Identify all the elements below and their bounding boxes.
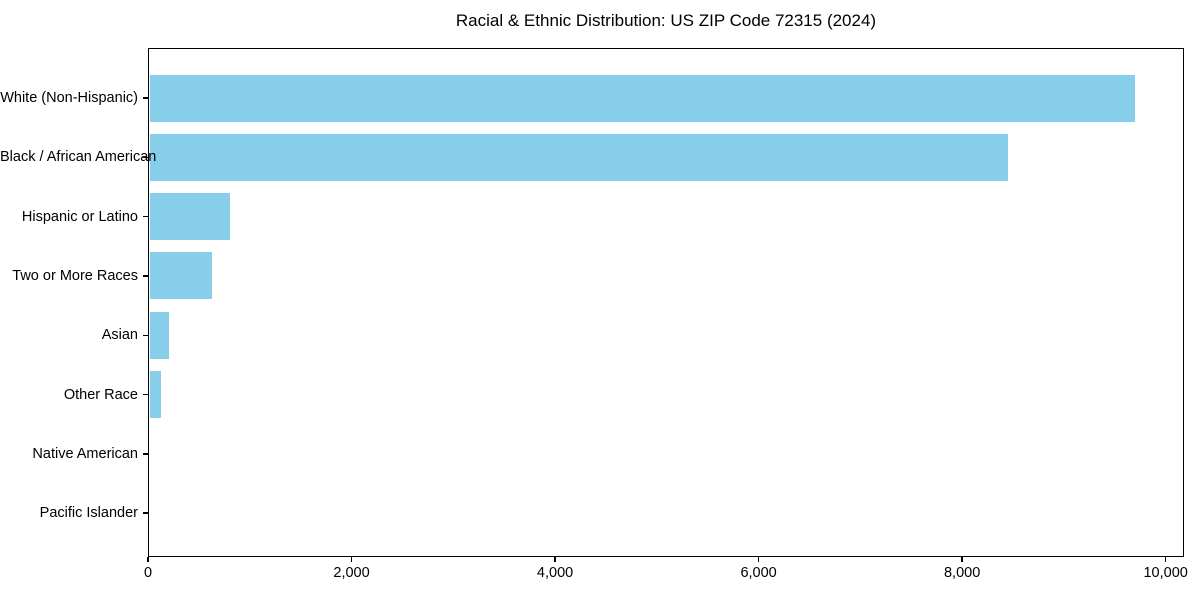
y-tick-mark <box>143 512 148 514</box>
y-tick-mark <box>143 156 148 159</box>
y-tick-mark <box>143 97 148 99</box>
x-tick-label-10-000: 10,000 <box>1143 565 1188 581</box>
x-tick-mark <box>1164 557 1167 562</box>
x-tick-label-8-000: 8,000 <box>943 565 981 581</box>
x-tick-mark <box>147 557 149 562</box>
y-tick-label-two-or-more-races: Two or More Races <box>12 267 138 284</box>
y-tick-mark <box>143 393 148 396</box>
y-tick-mark <box>143 453 148 455</box>
y-tick-label-hispanic-or-latino: Hispanic or Latino <box>21 208 138 225</box>
bar-black-african-american <box>149 133 1008 181</box>
plot-area <box>148 48 1184 557</box>
bar-white-non-hispanic <box>149 74 1136 122</box>
y-tick-label-white-non-hispanic: White (Non-Hispanic) <box>0 90 138 106</box>
x-tick-label-0: 0 <box>143 565 153 581</box>
y-tick-label-asian: Asian <box>101 327 138 344</box>
x-tick-label-2-000: 2,000 <box>333 565 370 581</box>
bar-two-or-more-races <box>149 252 213 300</box>
bar-asian <box>149 311 170 359</box>
x-tick-mark <box>757 557 760 562</box>
y-tick-label-other-race: Other Race <box>63 386 138 403</box>
x-tick-label-4-000: 4,000 <box>536 565 574 581</box>
y-tick-mark <box>143 275 148 277</box>
bar-hispanic-or-latino <box>149 193 231 241</box>
y-tick-mark <box>143 334 148 337</box>
chart-title: Racial & Ethnic Distribution: US ZIP Cod… <box>455 11 877 30</box>
y-tick-label-pacific-islander: Pacific Islander <box>39 505 138 522</box>
y-tick-mark <box>143 215 148 218</box>
x-tick-mark <box>554 557 556 562</box>
y-tick-label-native-american: Native American <box>32 445 138 462</box>
x-tick-mark <box>961 557 963 562</box>
x-tick-mark <box>350 557 353 562</box>
bar-other-race <box>149 371 161 419</box>
x-tick-label-6-000: 6,000 <box>740 565 777 581</box>
y-tick-label-black-african-american: Black / African American <box>0 149 157 166</box>
